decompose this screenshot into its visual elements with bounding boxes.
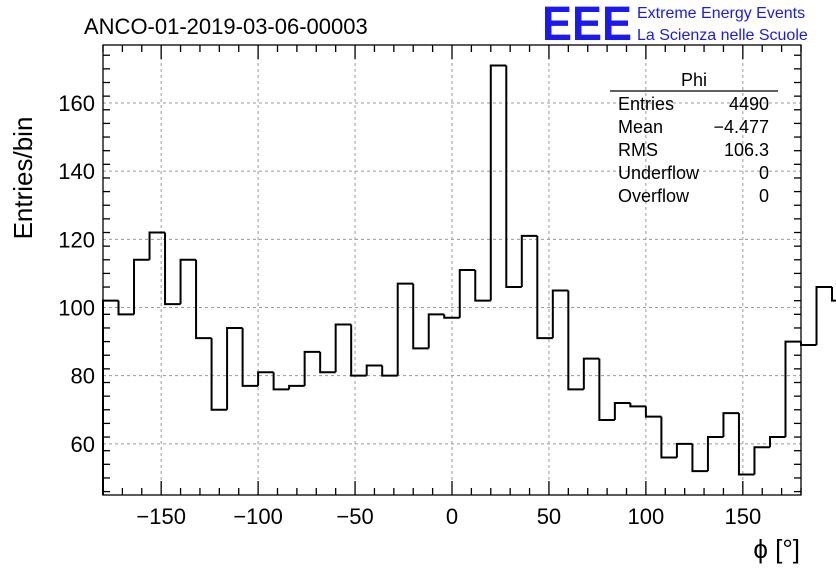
stats-value-mean: −4.477 [713, 117, 769, 137]
y-tick-label-2: 100 [58, 296, 95, 321]
histogram-bin-4 [164, 232, 181, 306]
stats-label-underflow: Underflow [618, 163, 700, 183]
y-tick-label-1: 80 [71, 364, 95, 389]
histogram-bin-23 [458, 269, 476, 318]
x-axis-title: ϕ [°] [753, 534, 800, 564]
stats-label-overflow: Overflow [618, 186, 690, 206]
histogram-bin-47 [831, 287, 836, 302]
histogram-bin-36 [660, 416, 677, 459]
stats-label-rms: RMS [618, 140, 658, 160]
histogram-bin-33 [613, 401, 631, 420]
y-tick-label-5: 160 [58, 91, 95, 116]
x-tick-label-2: −50 [336, 504, 373, 529]
histogram-bin-11 [272, 372, 290, 391]
stats-label-mean: Mean [618, 117, 663, 137]
stats-title: Phi [681, 70, 707, 90]
grid-lines [103, 45, 801, 495]
histogram-bin-20 [412, 283, 429, 350]
histogram-bin-7 [210, 338, 228, 411]
y-tick-label-0: 60 [71, 432, 95, 457]
y-axis-title: Entries/bin [8, 117, 38, 240]
histogram-bin-29 [551, 289, 569, 339]
histogram-bin-32 [598, 358, 615, 421]
histogram-bin-41 [737, 413, 755, 476]
histogram-bin-40 [722, 412, 739, 438]
histogram-bin-6 [195, 259, 212, 340]
stats-label-entries: Entries [618, 94, 674, 114]
histogram-bin-22 [443, 314, 460, 319]
histogram-bin-34 [629, 402, 646, 408]
stats-box: Phi Entries 4490 Mean −4.477 RMS 106.3 U… [610, 70, 778, 206]
x-tick-label-5: 100 [628, 504, 665, 529]
y-tick-label-4: 140 [58, 159, 95, 184]
x-tick-label-1: −100 [233, 504, 283, 529]
y-tick-label-3: 120 [58, 227, 95, 252]
histogram-bin-8 [226, 326, 243, 410]
histogram-bin-18 [381, 365, 398, 377]
histogram-bin-25 [489, 64, 507, 301]
histogram-bin-35 [644, 406, 662, 418]
stats-value-overflow: 0 [759, 186, 769, 206]
histogram-bin-37 [675, 442, 693, 458]
histogram-bin-31 [582, 357, 600, 390]
x-axis: −150 −100 −50 0 50 100 150 [102, 45, 802, 529]
logo-line-1: Extreme Energy Events [637, 5, 805, 22]
histogram-bin-17 [365, 364, 383, 376]
histogram-bin-12 [288, 384, 305, 390]
chart-title: ANCO-01-2019-03-06-00003 [84, 14, 368, 39]
histogram-bin-1 [117, 300, 135, 316]
histogram-bin-27 [520, 234, 538, 288]
histogram-bin-5 [179, 258, 197, 305]
x-tick-label-4: 50 [537, 504, 561, 529]
histogram-bin-10 [257, 371, 274, 386]
histogram-bin-46 [815, 286, 833, 345]
logo-mark: EEE [542, 0, 632, 51]
histogram-bin-19 [396, 282, 414, 376]
histogram-bin-38 [691, 443, 708, 473]
histogram-bin-30 [567, 290, 584, 391]
histogram-bin-15 [334, 323, 352, 373]
histogram-bin-43 [768, 436, 786, 448]
histogram-bin-24 [474, 270, 491, 302]
histogram-bin-42 [753, 446, 770, 475]
histogram-bin-16 [350, 324, 367, 377]
histogram-bin-3 [148, 231, 166, 260]
stats-value-entries: 4490 [729, 94, 769, 114]
histogram-bin-28 [536, 235, 553, 340]
histogram-bin-13 [303, 350, 321, 386]
x-tick-label-3: 0 [446, 504, 458, 529]
histogram-bin-21 [427, 313, 445, 349]
x-tick-label-6: 150 [724, 504, 761, 529]
histogram-bin-9 [241, 327, 259, 387]
histogram-bin-39 [706, 436, 724, 472]
stats-value-rms: 106.3 [724, 140, 769, 160]
logo-line-2: La Scienza nelle Scuole [637, 27, 808, 44]
histogram-bin-2 [133, 258, 150, 315]
eee-logo: EEE Extreme Energy Events La Scienza nel… [542, 0, 808, 51]
stats-value-underflow: 0 [759, 163, 769, 183]
histogram-bin-14 [319, 351, 336, 374]
x-tick-label-0: −150 [136, 504, 186, 529]
histogram-bin-26 [505, 65, 522, 289]
y-axis: 60 80 100 120 140 160 [58, 54, 801, 493]
